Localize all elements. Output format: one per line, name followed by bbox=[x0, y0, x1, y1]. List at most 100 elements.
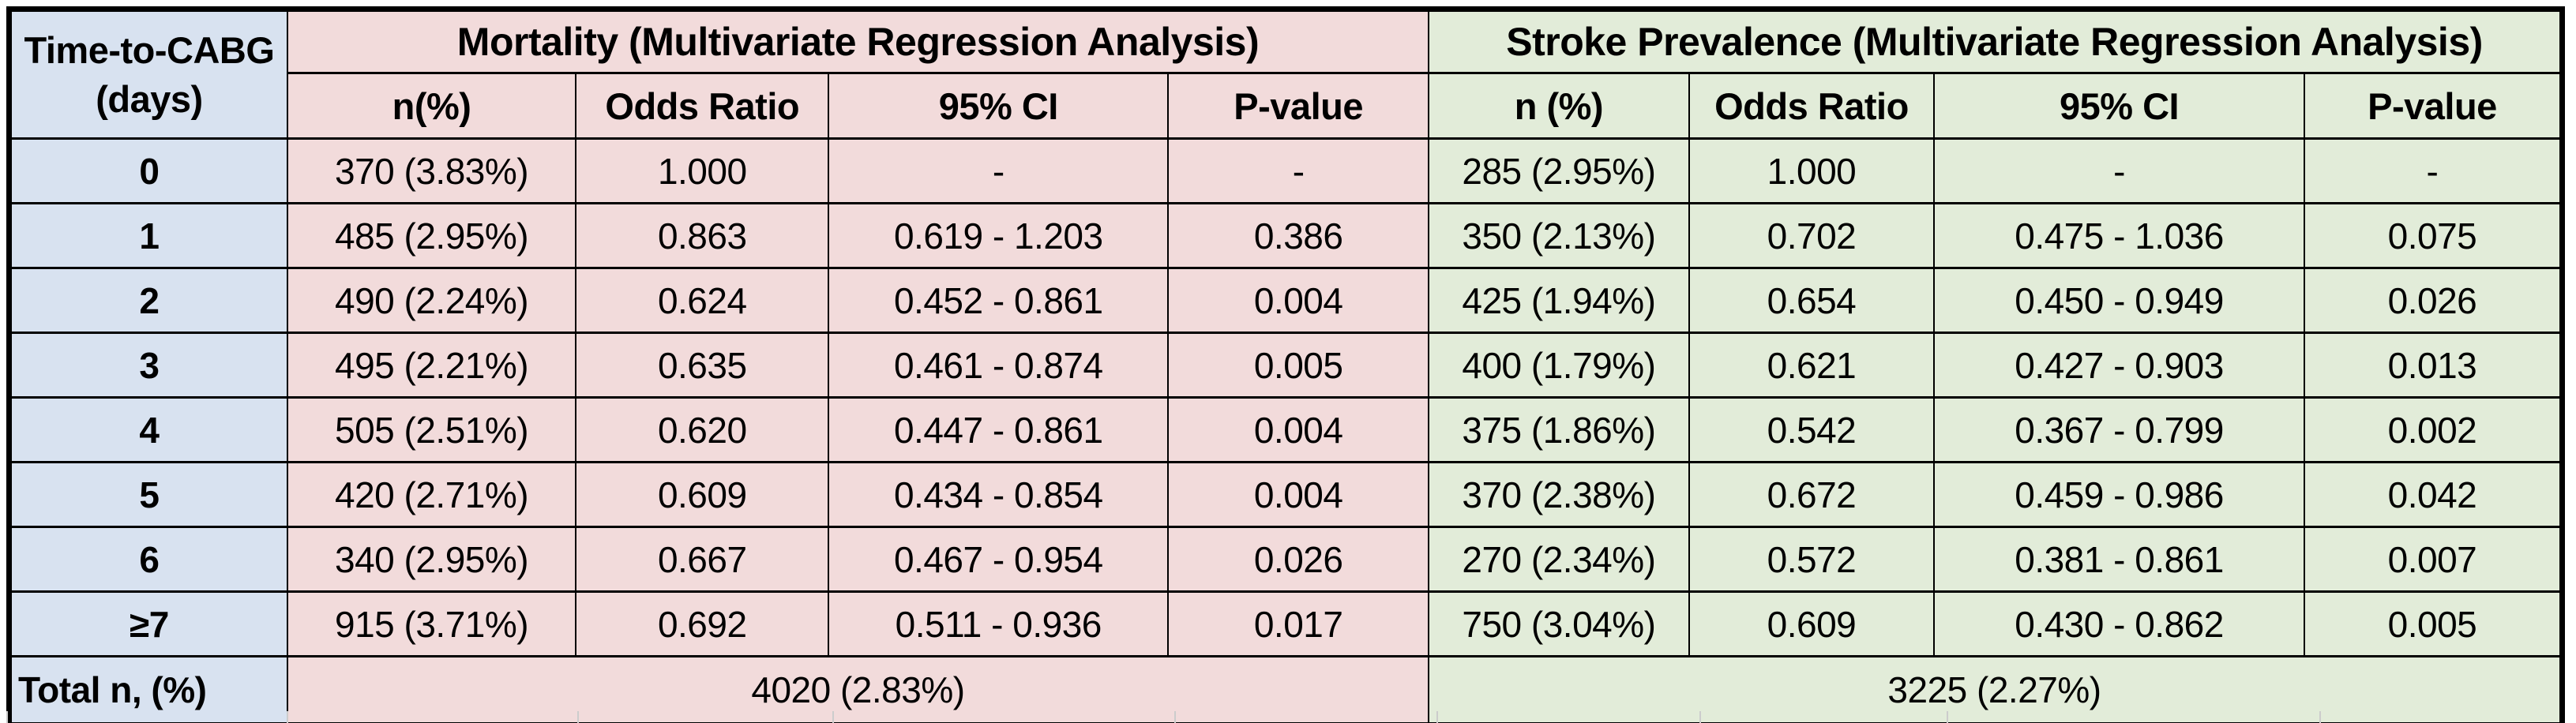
stroke-p-value-cell: 0.042 bbox=[2303, 461, 2563, 528]
stroke-ci-cell: 0.475 - 1.036 bbox=[1933, 202, 2305, 269]
stroke-odds-ratio-header: Odds Ratio bbox=[1688, 72, 1936, 140]
mortality-p-value-header: P-value bbox=[1167, 72, 1430, 140]
mortality-p-value-cell: 0.386 bbox=[1167, 202, 1430, 269]
day-cell: 3 bbox=[8, 332, 288, 399]
sub-header-row: n(%) Odds Ratio 95% CI P-value n (%) Odd… bbox=[9, 72, 2563, 140]
mortality-total-cell: 4020 (2.83%) bbox=[286, 655, 1430, 723]
table-row: 4 505 (2.51%) 0.620 0.447 - 0.861 0.004 375 (… bbox=[8, 396, 2563, 463]
mortality-p-value-cell: 0.004 bbox=[1167, 396, 1430, 463]
mortality-section-title: Mortality (Multivariate Regression Analy… bbox=[286, 8, 1430, 74]
table-row: 1 485 (2.95%) 0.863 0.619 - 1.203 0.386 350 (… bbox=[8, 202, 2563, 269]
day-cell: 2 bbox=[8, 267, 288, 334]
mortality-odds-ratio-cell: 0.609 bbox=[575, 461, 830, 528]
stroke-odds-ratio-cell: 0.621 bbox=[1688, 332, 1936, 399]
stroke-ci-cell: 0.367 - 0.799 bbox=[1933, 396, 2305, 463]
gridline-stub bbox=[579, 711, 835, 723]
gridline-stub bbox=[1948, 711, 2321, 723]
spreadsheet-gridline-strip bbox=[6, 711, 2565, 723]
mortality-ci-cell: 0.619 - 1.203 bbox=[828, 202, 1170, 269]
stroke-ci-cell: 0.430 - 0.862 bbox=[1933, 590, 2305, 657]
stroke-p-value-cell: 0.007 bbox=[2303, 526, 2563, 593]
gridline-stub bbox=[1176, 711, 1439, 723]
stroke-p-value-cell: - bbox=[2303, 137, 2563, 204]
stroke-ci-header: 95% CI bbox=[1933, 72, 2305, 140]
stroke-n-cell: 375 (1.86%) bbox=[1428, 396, 1690, 463]
corner-header-line1: Time-to-CABG bbox=[24, 29, 275, 72]
mortality-p-value-cell: 0.017 bbox=[1167, 590, 1430, 657]
stroke-ci-cell: 0.450 - 0.949 bbox=[1933, 267, 2305, 334]
table-row: ≥7 915 (3.71%) 0.692 0.511 - 0.936 0.017 750 … bbox=[8, 590, 2563, 657]
stroke-ci-cell: 0.381 - 0.861 bbox=[1933, 526, 2305, 593]
mortality-odds-ratio-cell: 0.692 bbox=[575, 590, 830, 657]
table-footer: Total n, (%) 4020 (2.83%) 3225 (2.27%) bbox=[8, 655, 2563, 723]
gridline-stub bbox=[6, 711, 289, 723]
mortality-ci-cell: - bbox=[828, 137, 1170, 204]
total-label-cell: Total n, (%) bbox=[8, 655, 288, 723]
stroke-p-value-cell: 0.013 bbox=[2303, 332, 2563, 399]
mortality-ci-cell: 0.452 - 0.861 bbox=[828, 267, 1170, 334]
stroke-odds-ratio-cell: 0.702 bbox=[1688, 202, 1936, 269]
mortality-odds-ratio-header: Odds Ratio bbox=[575, 72, 830, 140]
mortality-n-cell: 485 (2.95%) bbox=[286, 202, 577, 269]
mortality-n-cell: 490 (2.24%) bbox=[286, 267, 577, 334]
mortality-n-cell: 420 (2.71%) bbox=[286, 461, 577, 528]
mortality-odds-ratio-cell: 0.635 bbox=[575, 332, 830, 399]
stroke-p-value-cell: 0.075 bbox=[2303, 202, 2563, 269]
day-cell: 0 bbox=[8, 137, 288, 204]
mortality-p-value-cell: 0.005 bbox=[1167, 332, 1430, 399]
stroke-ci-cell: 0.427 - 0.903 bbox=[1933, 332, 2305, 399]
stroke-odds-ratio-cell: 0.572 bbox=[1688, 526, 1936, 593]
stroke-n-cell: 370 (2.38%) bbox=[1428, 461, 1690, 528]
section-title-row: Time-to-CABG (days) Mortality (Multivari… bbox=[8, 8, 2563, 140]
stroke-p-value-cell: 0.005 bbox=[2303, 590, 2563, 657]
stroke-odds-ratio-cell: 0.654 bbox=[1688, 267, 1936, 334]
mortality-n-cell: 505 (2.51%) bbox=[286, 396, 577, 463]
total-row: Total n, (%) 4020 (2.83%) 3225 (2.27%) bbox=[8, 655, 2563, 723]
table-body: 0 370 (3.83%) 1.000- -285 (2.95%) 1.000- -1 48… bbox=[8, 137, 2563, 657]
cabg-outcomes-table: Time-to-CABG (days) Mortality (Multivari… bbox=[6, 6, 2565, 723]
stroke-odds-ratio-cell: 0.542 bbox=[1688, 396, 1936, 463]
mortality-ci-cell: 0.447 - 0.861 bbox=[828, 396, 1170, 463]
table-row: 5 420 (2.71%) 0.609 0.434 - 0.854 0.004 370 (… bbox=[8, 461, 2563, 528]
stroke-n-cell: 400 (1.79%) bbox=[1428, 332, 1690, 399]
day-cell: 6 bbox=[8, 526, 288, 593]
stroke-section-title: Stroke Prevalence (Multivariate Regressi… bbox=[1428, 8, 2563, 74]
mortality-n-cell: 915 (3.71%) bbox=[286, 590, 577, 657]
stroke-n-header: n (%) bbox=[1428, 72, 1690, 140]
gridline-stub bbox=[288, 711, 580, 723]
table-row: 0 370 (3.83%) 1.000- -285 (2.95%) 1.000- - bbox=[8, 137, 2563, 204]
mortality-odds-ratio-cell: 1.000 bbox=[575, 137, 830, 204]
stroke-ci-cell: 0.459 - 0.986 bbox=[1933, 461, 2305, 528]
day-cell: ≥7 bbox=[8, 590, 288, 657]
gridline-stub bbox=[1438, 711, 1701, 723]
mortality-ci-cell: 0.467 - 0.954 bbox=[828, 526, 1170, 593]
stroke-ci-cell: - bbox=[1933, 137, 2305, 204]
stroke-p-value-cell: 0.026 bbox=[2303, 267, 2563, 334]
mortality-p-value-cell: 0.004 bbox=[1167, 461, 1430, 528]
day-cell: 4 bbox=[8, 396, 288, 463]
table-row: 2 490 (2.24%) 0.624 0.452 - 0.861 0.004 425 (… bbox=[8, 267, 2563, 334]
mortality-ci-cell: 0.434 - 0.854 bbox=[828, 461, 1170, 528]
gridline-stub bbox=[2321, 711, 2565, 723]
corner-header-cell: Time-to-CABG (days) bbox=[8, 8, 288, 140]
stroke-odds-ratio-cell: 1.000 bbox=[1688, 137, 1936, 204]
stroke-p-value-cell: 0.002 bbox=[2303, 396, 2563, 463]
stroke-p-value-header: P-value bbox=[2303, 72, 2563, 140]
mortality-odds-ratio-cell: 0.620 bbox=[575, 396, 830, 463]
table-row: 6 340 (2.95%) 0.667 0.467 - 0.954 0.026 270 (… bbox=[8, 526, 2563, 593]
table-header: Time-to-CABG (days) Mortality (Multivari… bbox=[8, 8, 2563, 140]
stroke-n-cell: 750 (3.04%) bbox=[1428, 590, 1690, 657]
mortality-n-header: n(%) bbox=[286, 72, 577, 140]
stroke-odds-ratio-cell: 0.672 bbox=[1688, 461, 1936, 528]
mortality-n-cell: 370 (3.83%) bbox=[286, 137, 577, 204]
mortality-odds-ratio-cell: 0.624 bbox=[575, 267, 830, 334]
day-cell: 1 bbox=[8, 202, 288, 269]
stroke-n-cell: 270 (2.34%) bbox=[1428, 526, 1690, 593]
mortality-ci-header: 95% CI bbox=[828, 72, 1170, 140]
stroke-n-cell: 425 (1.94%) bbox=[1428, 267, 1690, 334]
table-row: 3 495 (2.21%) 0.635 0.461 - 0.874 0.005 400 (… bbox=[8, 332, 2563, 399]
mortality-n-cell: 340 (2.95%) bbox=[286, 526, 577, 593]
mortality-p-value-cell: - bbox=[1167, 137, 1430, 204]
stroke-total-cell: 3225 (2.27%) bbox=[1428, 655, 2563, 723]
